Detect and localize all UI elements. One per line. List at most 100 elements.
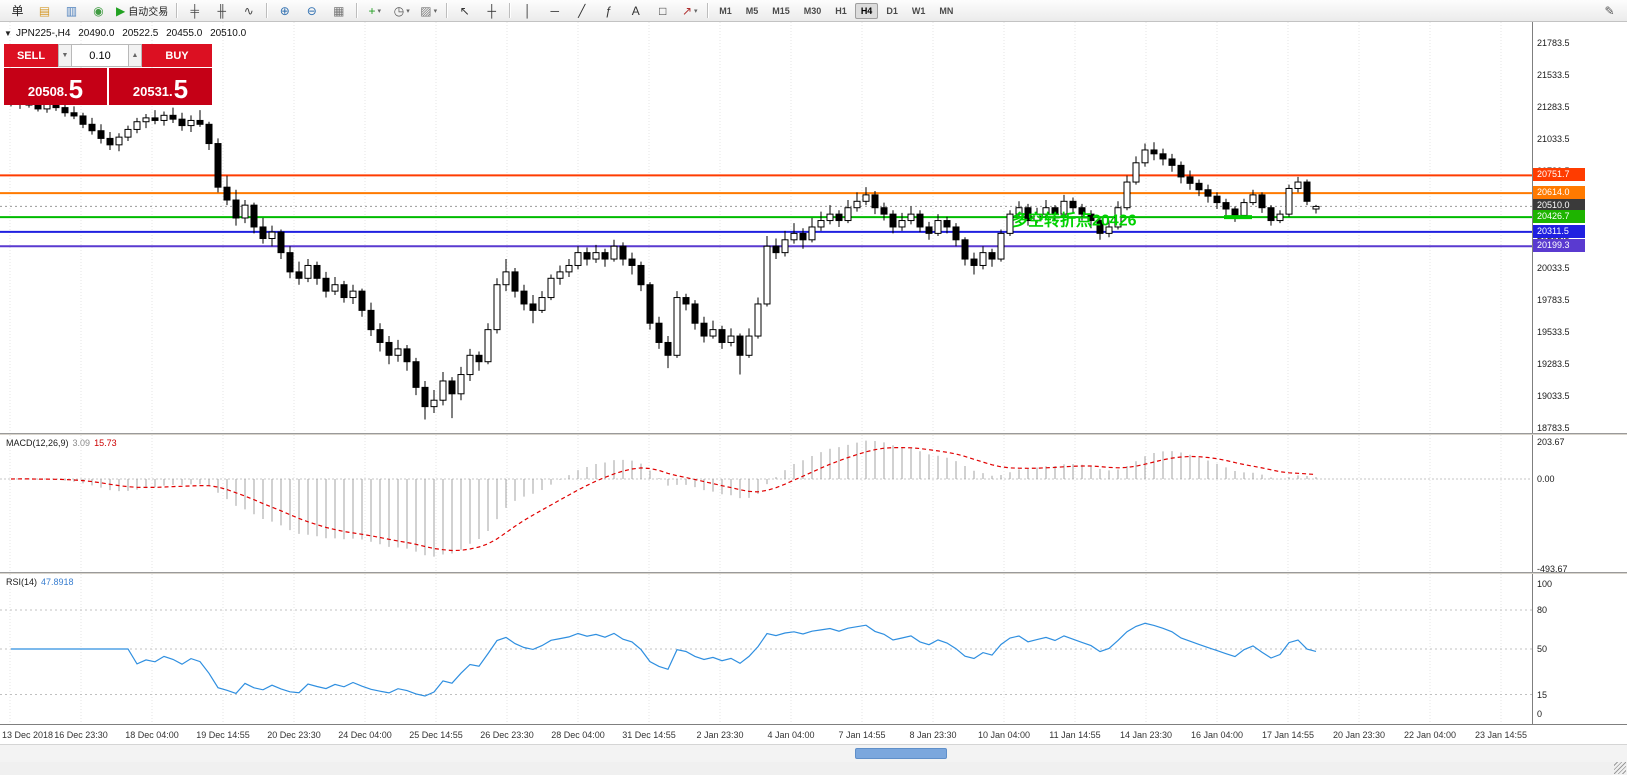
label-icon-glyph: □ bbox=[659, 3, 667, 18]
text-icon[interactable]: A bbox=[623, 1, 648, 21]
price-axis-label: 20033.5 bbox=[1537, 262, 1570, 273]
label-icon[interactable]: □ bbox=[650, 1, 675, 21]
horizontal-scrollbar[interactable] bbox=[0, 744, 1627, 762]
periods-button-glyph: ◷ bbox=[393, 3, 405, 18]
zoom-out-icon[interactable]: ⊖ bbox=[299, 1, 324, 21]
trendline-icon-glyph: ╱ bbox=[578, 3, 586, 18]
timeframe-M30[interactable]: M30 bbox=[803, 5, 822, 16]
time-axis-label: 28 Dec 04:00 bbox=[551, 730, 605, 740]
cursor-icon[interactable]: ↖ bbox=[452, 1, 477, 21]
timeframe-H4[interactable]: H4 bbox=[854, 2, 879, 19]
scrollbar-thumb[interactable] bbox=[855, 748, 947, 759]
rsi-panel: RSI(14) 47.8918 100 80 50 15 0 bbox=[0, 574, 1627, 724]
new-chart-icon[interactable]: ▤ bbox=[32, 1, 57, 21]
autotrading-button-glyph: ▶ bbox=[116, 3, 126, 18]
zoom-in-icon[interactable]: ⊕ bbox=[272, 1, 297, 21]
timeframe-D1[interactable]: D1 bbox=[886, 5, 898, 16]
sell-button[interactable]: SELL bbox=[4, 44, 58, 67]
price-tag-20614.0: 20614.0 bbox=[1533, 186, 1585, 200]
price-axis-label: 21033.5 bbox=[1537, 134, 1570, 145]
rsi-plot[interactable]: RSI(14) 47.8918 bbox=[0, 574, 1532, 726]
autotrading-button[interactable]: ▶ 自动交易 bbox=[113, 1, 171, 21]
price-axis-label: 19783.5 bbox=[1537, 294, 1570, 305]
macd-svg[interactable] bbox=[0, 435, 1532, 572]
one-click-toggle-icon[interactable]: ▼ bbox=[4, 29, 12, 38]
profiles-icon[interactable]: ▥ bbox=[59, 1, 84, 21]
sell-price-box[interactable]: 20508. 5 bbox=[4, 68, 107, 105]
macd-axis-label: -493.67 bbox=[1537, 563, 1568, 574]
time-axis-label: 26 Dec 23:30 bbox=[480, 730, 534, 740]
time-axis-label: 18 Dec 04:00 bbox=[125, 730, 179, 740]
macd-signal-value: 15.73 bbox=[94, 438, 117, 448]
toolbar-separator bbox=[509, 3, 511, 18]
buy-price-big: 5 bbox=[173, 74, 189, 104]
zoom-out-icon-glyph: ⊖ bbox=[306, 3, 317, 18]
main-chart-plot[interactable]: 多空转折点20426 ▼ JPN225-,H4 20490.0 20522.5 … bbox=[0, 22, 1532, 435]
bar-chart-icon[interactable]: ╪ bbox=[182, 1, 207, 21]
chart-high: 20522.5 bbox=[122, 28, 159, 39]
templates-button-dropdown-icon[interactable]: ▾ bbox=[433, 7, 438, 15]
timeframe-H1[interactable]: H1 bbox=[835, 5, 847, 16]
time-axis-label: 2 Jan 23:30 bbox=[696, 730, 744, 740]
indicators-button[interactable]: + ▾ bbox=[362, 1, 387, 21]
price-tag-20199.3: 20199.3 bbox=[1533, 239, 1585, 253]
line-chart-icon[interactable]: ∿ bbox=[236, 1, 261, 21]
time-axis-label: 14 Jan 23:30 bbox=[1119, 730, 1173, 740]
arrows-button[interactable]: ↗ ▾ bbox=[677, 1, 702, 21]
bottom-strip bbox=[0, 762, 1627, 775]
indicators-button-dropdown-icon[interactable]: ▾ bbox=[377, 7, 381, 15]
rsi-svg[interactable] bbox=[0, 574, 1532, 724]
data-window-icon[interactable]: ◉ bbox=[86, 1, 111, 21]
time-axis-label: 24 Dec 04:00 bbox=[338, 730, 392, 740]
cursor-icon-glyph: ↖ bbox=[459, 3, 470, 18]
chart-low: 20455.0 bbox=[166, 28, 203, 39]
tile-windows-icon[interactable]: ▦ bbox=[326, 1, 351, 21]
resize-grip-icon[interactable] bbox=[1614, 762, 1626, 774]
trendline-icon[interactable]: ╱ bbox=[569, 1, 594, 21]
macd-plot[interactable]: MACD(12,26,9) 3.09 15.73 bbox=[0, 435, 1532, 574]
arrows-button-dropdown-icon[interactable]: ▾ bbox=[694, 7, 698, 15]
horizontal-line-icon[interactable]: ─ bbox=[542, 1, 567, 21]
horizontal-line-icon-glyph: ─ bbox=[550, 3, 559, 18]
time-axis-label: 11 Jan 14:55 bbox=[1049, 730, 1101, 740]
price-tag-20751.7: 20751.7 bbox=[1533, 168, 1585, 182]
templates-button[interactable]: ▨ ▾ bbox=[416, 1, 441, 21]
rsi-axis: 100 80 50 15 0 bbox=[1532, 574, 1627, 724]
indicators-button-glyph: + bbox=[368, 3, 376, 18]
time-axis-label: 10 Jan 04:00 bbox=[977, 730, 1031, 740]
rsi-splitter[interactable] bbox=[0, 572, 1627, 574]
volume-up-button[interactable]: ▲ bbox=[128, 44, 142, 67]
price-tag-20311.5: 20311.5 bbox=[1533, 224, 1585, 238]
time-axis-label: 16 Jan 04:00 bbox=[1190, 730, 1244, 740]
periods-button-dropdown-icon[interactable]: ▾ bbox=[406, 7, 410, 15]
fibonacci-icon[interactable]: ƒ bbox=[596, 1, 621, 21]
buy-price-box[interactable]: 20531. 5 bbox=[109, 68, 212, 105]
turning-point-annotation: 多空转折点20426 bbox=[1012, 211, 1137, 230]
pencil-icon[interactable]: ✎ bbox=[1604, 3, 1615, 18]
timeframe-MN[interactable]: MN bbox=[939, 5, 954, 16]
crosshair-icon-glyph: ┼ bbox=[487, 3, 496, 18]
volume-down-button[interactable]: ▼ bbox=[58, 44, 72, 67]
zoom-in-icon-glyph: ⊕ bbox=[279, 3, 290, 18]
time-axis-label: 8 Jan 23:30 bbox=[909, 730, 957, 740]
timeframe-M5[interactable]: M5 bbox=[745, 5, 759, 16]
new-order-button[interactable]: 单 bbox=[5, 1, 30, 21]
main-chart-panel: 多空转折点20426 ▼ JPN225-,H4 20490.0 20522.5 … bbox=[0, 22, 1627, 433]
buy-button[interactable]: BUY bbox=[142, 44, 212, 67]
main-chart-svg[interactable]: 多空转折点20426 bbox=[0, 22, 1532, 433]
timeframe-W1[interactable]: W1 bbox=[911, 5, 926, 16]
price-axis-label: 19533.5 bbox=[1537, 326, 1570, 337]
timeframe-M15[interactable]: M15 bbox=[772, 5, 790, 16]
time-axis-label: 17 Jan 14:55 bbox=[1261, 730, 1315, 740]
vertical-line-icon[interactable]: │ bbox=[515, 1, 540, 21]
main-price-axis[interactable]: 21783.521533.521283.521033.520783.520533… bbox=[1532, 22, 1627, 433]
macd-splitter[interactable] bbox=[0, 433, 1627, 435]
volume-input[interactable] bbox=[72, 44, 128, 67]
timeframe-M1[interactable]: M1 bbox=[719, 5, 732, 16]
candlestick-chart-icon[interactable]: ╫ bbox=[209, 1, 234, 21]
text-icon-glyph: A bbox=[631, 3, 640, 18]
macd-name: MACD(12,26,9) bbox=[6, 438, 69, 448]
periods-button[interactable]: ◷ ▾ bbox=[389, 1, 414, 21]
new-order-button-glyph: 单 bbox=[11, 4, 24, 18]
crosshair-icon[interactable]: ┼ bbox=[479, 1, 504, 21]
